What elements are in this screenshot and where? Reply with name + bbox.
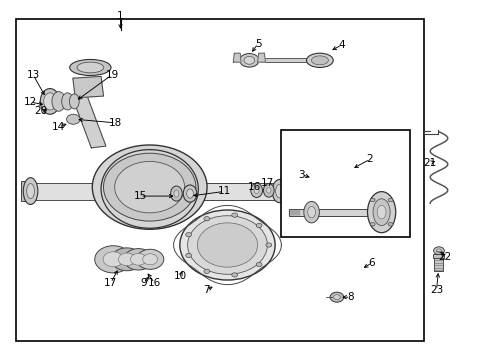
Text: 12: 12 [24,97,37,107]
Ellipse shape [254,187,259,194]
Ellipse shape [275,184,283,198]
Circle shape [185,233,191,237]
Ellipse shape [372,199,389,226]
Text: 15: 15 [133,191,146,201]
Circle shape [436,249,441,252]
Text: 7: 7 [203,285,209,295]
Ellipse shape [367,192,395,233]
Text: 18: 18 [109,118,122,128]
Circle shape [203,217,209,221]
Circle shape [92,145,206,229]
Text: 16: 16 [148,278,161,288]
Ellipse shape [376,205,385,219]
Circle shape [130,253,146,265]
Text: 5: 5 [254,39,261,49]
Circle shape [103,153,196,221]
Circle shape [180,210,275,280]
Polygon shape [73,76,103,98]
Ellipse shape [70,59,111,76]
Ellipse shape [272,180,286,203]
Bar [433,256,442,271]
Circle shape [329,292,343,302]
Bar [16,19,424,341]
Circle shape [103,252,123,267]
Circle shape [369,222,374,226]
Ellipse shape [311,56,328,65]
Text: 22: 22 [437,252,450,262]
Circle shape [197,223,257,267]
Text: 19: 19 [105,69,119,80]
Bar [21,181,33,202]
Text: 14: 14 [52,122,65,132]
Ellipse shape [186,189,193,198]
Ellipse shape [244,57,254,64]
Ellipse shape [52,91,65,111]
Text: 21: 21 [423,158,436,168]
Text: 2: 2 [366,154,372,164]
Circle shape [95,246,131,273]
Polygon shape [257,53,265,62]
Ellipse shape [43,93,56,110]
Ellipse shape [69,94,79,109]
Ellipse shape [239,54,259,67]
Ellipse shape [170,186,182,201]
Ellipse shape [263,184,274,197]
Polygon shape [233,53,241,62]
Ellipse shape [40,89,60,114]
Circle shape [123,249,153,270]
Text: 17: 17 [261,178,274,188]
Circle shape [433,247,444,255]
Polygon shape [72,94,106,148]
Text: 16: 16 [247,182,260,192]
Text: 4: 4 [338,40,345,50]
Ellipse shape [174,190,179,197]
Text: 1: 1 [117,12,123,21]
Bar [288,208,378,216]
Ellipse shape [23,178,38,204]
Circle shape [265,243,271,247]
Circle shape [231,213,237,217]
Circle shape [185,253,191,257]
Circle shape [369,198,374,202]
Bar [261,58,309,62]
Text: 6: 6 [368,258,374,268]
Text: 11: 11 [217,186,230,197]
Circle shape [187,216,267,274]
Text: 23: 23 [429,285,442,295]
Circle shape [256,223,262,228]
Text: 8: 8 [346,292,353,302]
Circle shape [256,262,262,267]
Text: 9: 9 [140,278,146,288]
Text: 17: 17 [104,278,117,288]
Bar [281,130,409,237]
Bar [432,254,444,257]
Circle shape [142,254,157,265]
Circle shape [111,248,142,271]
Ellipse shape [77,62,103,73]
Ellipse shape [61,93,73,110]
Ellipse shape [250,183,262,198]
Text: 20: 20 [35,107,48,116]
Circle shape [115,161,184,213]
Ellipse shape [183,185,197,202]
Text: 10: 10 [173,271,186,281]
Text: 13: 13 [26,69,40,80]
Text: 3: 3 [298,170,305,180]
Circle shape [136,249,163,269]
Circle shape [203,269,209,274]
Circle shape [118,253,135,266]
Circle shape [333,295,340,300]
Ellipse shape [66,114,80,124]
Ellipse shape [306,53,332,67]
Ellipse shape [266,188,270,193]
Ellipse shape [303,202,319,223]
Ellipse shape [27,184,34,199]
Bar [28,183,111,200]
Circle shape [231,273,237,277]
Ellipse shape [307,206,315,218]
Circle shape [387,198,392,202]
Bar [183,183,281,200]
Circle shape [387,222,392,226]
